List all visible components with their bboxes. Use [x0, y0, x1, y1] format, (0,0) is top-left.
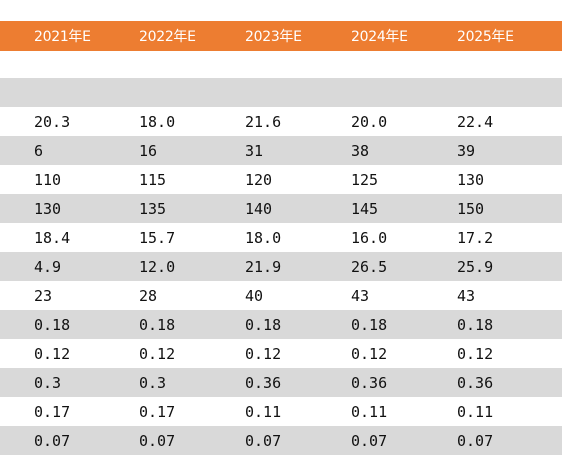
- table-row: 0.3 0.3 0.36 0.36 0.36: [0, 368, 562, 397]
- table-row: [0, 78, 562, 107]
- table-cell: 39: [457, 141, 476, 160]
- table-cell: 18.0: [245, 228, 282, 247]
- table-row: 6 16 31 38 39: [0, 136, 562, 165]
- table-cell: 0.36: [457, 373, 494, 392]
- table-row: 23 28 40 43 43: [0, 281, 562, 310]
- table-row: 0.07 0.07 0.07 0.07 0.07: [0, 426, 562, 455]
- table-cell: 6: [34, 141, 44, 160]
- table-cell: 28: [139, 286, 158, 305]
- table-header-row: 2021年E 2022年E 2023年E 2024年E 2025年E: [0, 21, 562, 51]
- table-cell: 43: [457, 286, 476, 305]
- table-cell: 125: [351, 170, 379, 189]
- table-row: [0, 51, 562, 78]
- table-cell: 16: [139, 141, 158, 160]
- table-cell: 0.12: [34, 344, 71, 363]
- table-cell: 0.18: [457, 315, 494, 334]
- table-cell: 145: [351, 199, 379, 218]
- table-cell: 43: [351, 286, 370, 305]
- table-cell: 0.18: [245, 315, 282, 334]
- table-cell: 0.07: [457, 431, 494, 450]
- table-cell: 115: [139, 170, 167, 189]
- table-cell: 26.5: [351, 257, 388, 276]
- table-row: 0.18 0.18 0.18 0.18 0.18: [0, 310, 562, 339]
- table-row: 18.4 15.7 18.0 16.0 17.2: [0, 223, 562, 252]
- table-row: 4.9 12.0 21.9 26.5 25.9: [0, 252, 562, 281]
- table-cell: 0.07: [34, 431, 71, 450]
- header-2023: 2023年E: [245, 29, 302, 45]
- table-cell: 38: [351, 141, 370, 160]
- table-cell: 0.17: [34, 402, 71, 421]
- table-cell: 40: [245, 286, 264, 305]
- table-cell: 21.9: [245, 257, 282, 276]
- table-row: 110 115 120 125 130: [0, 165, 562, 194]
- table-cell: 18.0: [139, 112, 176, 131]
- table-cell: 0.11: [457, 402, 494, 421]
- table-row: 0.17 0.17 0.11 0.11 0.11: [0, 397, 562, 426]
- table-cell: 12.0: [139, 257, 176, 276]
- table-cell: 0.18: [34, 315, 71, 334]
- table-cell: 150: [457, 199, 485, 218]
- header-2022: 2022年E: [139, 29, 196, 45]
- table-row: 130 135 140 145 150: [0, 194, 562, 223]
- table-cell: 110: [34, 170, 62, 189]
- table-cell: 120: [245, 170, 273, 189]
- table-cell: 0.36: [351, 373, 388, 392]
- table-cell: 22.4: [457, 112, 494, 131]
- table-cell: 4.9: [34, 257, 62, 276]
- table-cell: 16.0: [351, 228, 388, 247]
- table-cell: 0.12: [139, 344, 176, 363]
- table-row: 0.12 0.12 0.12 0.12 0.12: [0, 339, 562, 368]
- table-cell: 0.07: [245, 431, 282, 450]
- table-cell: 25.9: [457, 257, 494, 276]
- table-row: 20.3 18.0 21.6 20.0 22.4: [0, 107, 562, 136]
- table-cell: 0.12: [457, 344, 494, 363]
- table-cell: 130: [34, 199, 62, 218]
- table-cell: 0.3: [139, 373, 167, 392]
- table-cell: 0.3: [34, 373, 62, 392]
- table-cell: 20.3: [34, 112, 71, 131]
- table-cell: 21.6: [245, 112, 282, 131]
- header-2025: 2025年E: [457, 29, 514, 45]
- table-cell: 17.2: [457, 228, 494, 247]
- table-cell: 0.12: [351, 344, 388, 363]
- table-cell: 0.07: [139, 431, 176, 450]
- table-cell: 0.12: [245, 344, 282, 363]
- table-cell: 0.07: [351, 431, 388, 450]
- table-cell: 0.11: [351, 402, 388, 421]
- table-cell: 0.18: [139, 315, 176, 334]
- table-cell: 15.7: [139, 228, 176, 247]
- table-cell: 0.17: [139, 402, 176, 421]
- table-cell: 18.4: [34, 228, 71, 247]
- header-2024: 2024年E: [351, 29, 408, 45]
- table-cell: 0.11: [245, 402, 282, 421]
- table-cell: 20.0: [351, 112, 388, 131]
- table-cell: 135: [139, 199, 167, 218]
- table-cell: 0.18: [351, 315, 388, 334]
- table-cell: 31: [245, 141, 264, 160]
- table-cell: 23: [34, 286, 53, 305]
- table-cell: 130: [457, 170, 485, 189]
- table-cell: 140: [245, 199, 273, 218]
- table-cell: 0.36: [245, 373, 282, 392]
- header-2021: 2021年E: [34, 29, 91, 45]
